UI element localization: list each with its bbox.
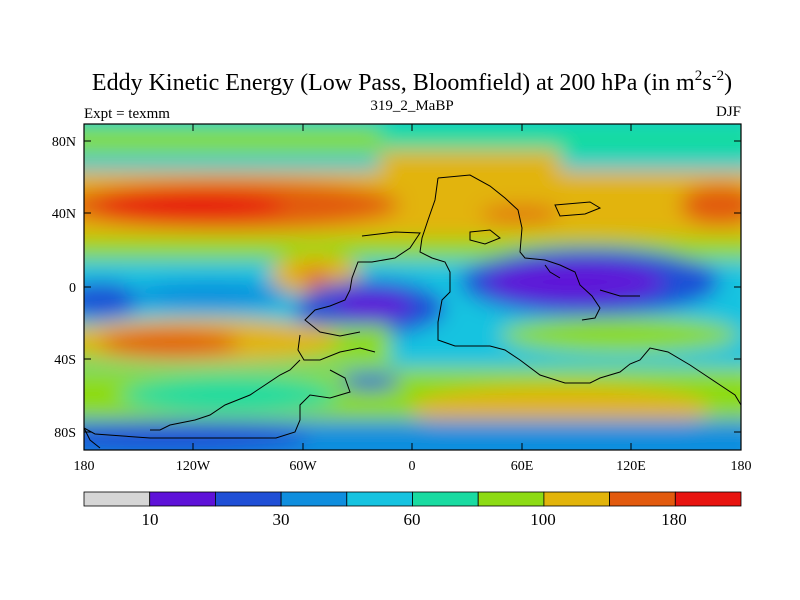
colorbar-label-60: 60: [404, 510, 421, 529]
colorbar-swatch: [280, 491, 348, 507]
colorbar-label-100: 100: [530, 510, 556, 529]
colorbar-swatch: [543, 491, 611, 507]
colorbar-labels: 10 30 60 100 180: [142, 510, 687, 529]
lon-label-60e: 60E: [511, 459, 534, 474]
lat-label-80n: 80N: [52, 135, 76, 150]
colorbar: [83, 491, 742, 507]
coastline-outlines: [84, 174, 741, 449]
experiment-label: Expt = texmm: [84, 106, 170, 122]
lon-label-120w: 120W: [176, 459, 211, 474]
season-label: DJF: [716, 104, 741, 120]
colorbar-swatch: [412, 491, 479, 507]
colorbar-swatch: [609, 491, 676, 507]
colorbar-label-30: 30: [273, 510, 290, 529]
colorbar-label-10: 10: [142, 510, 159, 529]
lon-label-180e: 180: [731, 459, 752, 474]
lat-label-0: 0: [69, 281, 76, 296]
lat-tick-marks: [84, 140, 741, 433]
lat-label-40n: 40N: [52, 207, 76, 222]
colorbar-swatch: [477, 491, 545, 507]
lon-label-180w: 180: [74, 459, 95, 474]
colorbar-swatch: [346, 491, 413, 507]
lat-label-80s: 80S: [54, 426, 76, 441]
colorbar-swatch: [214, 491, 282, 507]
lon-label-0: 0: [409, 459, 416, 474]
colorbar-label-180: 180: [661, 510, 687, 529]
lat-tick-labels: 80N 40N 0 40S 80S: [52, 135, 76, 441]
colorbar-swatch: [149, 491, 216, 507]
lon-tick-labels: 180 120W 60W 0 60E 120E 180: [74, 459, 752, 474]
colorbar-swatch: [674, 491, 742, 507]
lat-label-40s: 40S: [54, 353, 76, 368]
lon-label-120e: 120E: [616, 459, 646, 474]
case-label: 319_2_MaBP: [370, 98, 453, 114]
colorbar-swatch: [83, 491, 151, 507]
map-plot-area: [84, 124, 741, 450]
lon-tick-marks: [83, 124, 742, 450]
chart-title: Eddy Kinetic Energy (Low Pass, Bloomfiel…: [92, 68, 732, 96]
lon-label-60w: 60W: [289, 459, 317, 474]
